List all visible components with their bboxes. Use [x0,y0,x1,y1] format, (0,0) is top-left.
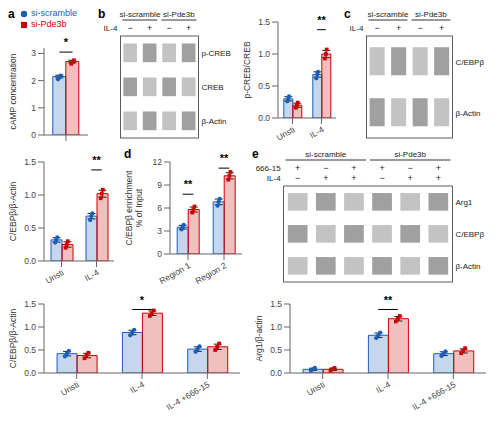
svg-text:+: + [436,173,441,183]
svg-text:p-CREB: p-CREB [201,49,230,58]
svg-text:si-scramble: si-scramble [305,150,346,159]
svg-text:**: ** [384,294,393,306]
svg-text:b: b [98,8,105,21]
svg-text:1.5: 1.5 [270,299,282,309]
svg-text:IL-4: IL-4 [83,267,101,283]
svg-text:+: + [147,23,152,33]
svg-text:−: − [128,23,133,33]
svg-text:+: + [323,173,328,183]
svg-text:1: 1 [31,103,36,113]
svg-text:−: − [167,23,172,33]
svg-text:−: − [375,23,380,33]
svg-text:IL-4: IL-4 [128,379,146,395]
svg-text:−: − [418,23,423,33]
svg-text:IL-4: IL-4 [267,174,281,183]
svg-text:0.5: 0.5 [270,345,282,355]
svg-text:e: e [252,148,259,161]
svg-text:3: 3 [31,48,36,58]
html-text:d: d [124,147,132,161]
svg-text:β-Actin: β-Actin [455,262,480,271]
svg-text:0.5: 0.5 [258,81,270,91]
svg-text:−: − [295,173,300,183]
svg-text:−: − [323,163,328,173]
svg-text:+: + [186,23,191,33]
svg-text:+: + [439,23,444,33]
svg-text:1.0: 1.0 [270,322,282,332]
svg-text:c: c [344,8,351,21]
svg-text:1.5: 1.5 [24,299,36,309]
svg-text:12: 12 [153,157,163,167]
svg-text:C/EBPβ: C/EBPβ [455,230,484,239]
svg-text:Region 1: Region 1 [158,260,193,286]
svg-text:C/EBPβ enrichment% of Input: C/EBPβ enrichment% of Input [124,170,144,245]
svg-text:si-scramble: si-scramble [119,10,160,19]
svg-text:Unsti: Unsti [275,124,297,142]
svg-text:+: + [396,23,401,33]
svg-text:Unsti: Unsti [59,379,81,397]
svg-text:Arg1/β-actin: Arg1/β-actin [254,315,264,361]
svg-text:**: ** [184,178,193,190]
svg-text:666-15: 666-15 [256,164,281,173]
html-text:a: a [8,7,15,21]
svg-text:*: * [140,294,145,306]
svg-text:0.5: 0.5 [24,223,36,233]
svg-text:**: ** [317,14,326,26]
svg-text:si-Pde3b: si-Pde3b [415,10,447,19]
svg-text:−: − [408,163,413,173]
svg-text:0: 0 [31,130,36,140]
svg-text:si-scramble: si-scramble [367,10,408,19]
svg-text:CREB: CREB [201,83,223,92]
html-text:si-Pde3b: si-Pde3b [31,19,67,29]
svg-text:+: + [351,173,356,183]
svg-text:3: 3 [157,226,162,236]
svg-text:+: + [436,163,441,173]
svg-text:6: 6 [157,203,162,213]
svg-text:*: * [64,36,69,48]
svg-text:0: 0 [157,249,162,259]
svg-text:β-Actin: β-Actin [455,109,480,118]
svg-text:0.0: 0.0 [270,368,282,378]
svg-text:C/EBPβ: C/EBPβ [455,58,484,67]
svg-text:IL-4: IL-4 [308,124,326,140]
svg-text:1.5: 1.5 [24,157,36,167]
svg-text:1.5: 1.5 [258,17,270,27]
svg-text:cAMP concentration: cAMP concentration [8,53,18,129]
svg-text:si-Pde3b: si-Pde3b [394,150,426,159]
svg-text:+: + [351,163,356,173]
svg-text:0.0: 0.0 [24,368,36,378]
svg-text:**: ** [92,154,101,166]
svg-text:Unsti: Unsti [305,379,327,397]
svg-text:0.5: 0.5 [24,345,36,355]
svg-text:Unsti: Unsti [44,267,66,285]
svg-text:IL-4: IL-4 [104,24,118,33]
svg-text:p-CREB/CREB: p-CREB/CREB [242,41,252,98]
svg-text:Region 2: Region 2 [194,260,229,286]
svg-text:C/EBPβ/β-Actin: C/EBPβ/β-Actin [8,309,18,369]
svg-text:−: − [379,173,384,183]
svg-text:1.0: 1.0 [24,190,36,200]
svg-text:0.0: 0.0 [258,113,270,123]
svg-text:+: + [408,173,413,183]
svg-text:IL-4: IL-4 [374,379,392,395]
svg-text:si-Pde3b: si-Pde3b [163,10,195,19]
svg-text:**: ** [220,152,229,164]
svg-text:1.0: 1.0 [24,322,36,332]
svg-text:2: 2 [31,76,36,86]
svg-text:+: + [295,163,300,173]
svg-text:IL-4 +666-15: IL-4 +666-15 [410,379,457,412]
svg-text:C/EBPβ/β-Actin: C/EBPβ/β-Actin [8,182,18,242]
svg-text:β-Actin: β-Actin [201,117,226,126]
svg-text:0.0: 0.0 [24,256,36,266]
svg-text:IL-4: IL-4 [350,24,364,33]
html-text:si-scramble: si-scramble [31,8,77,18]
svg-text:9: 9 [157,180,162,190]
svg-text:+: + [379,163,384,173]
svg-text:Arg1: Arg1 [455,198,472,207]
svg-text:1.0: 1.0 [258,49,270,59]
svg-text:IL-4 +666-15: IL-4 +666-15 [164,379,211,412]
